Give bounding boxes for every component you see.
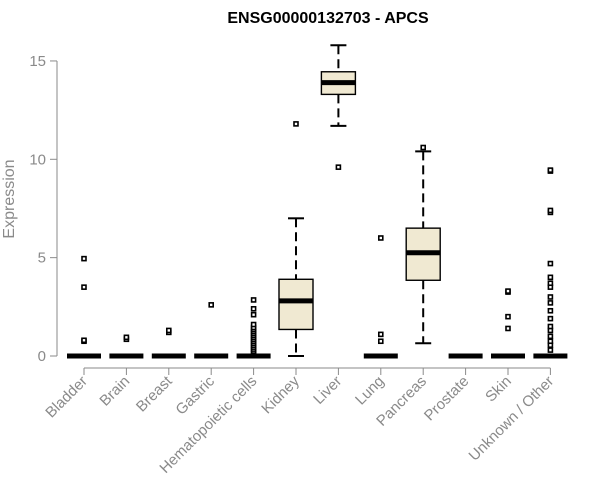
- outlier-point: [377, 235, 384, 241]
- outlier-point: [547, 280, 554, 287]
- y-tick-label-10: 10: [29, 151, 46, 168]
- outlier-point: [505, 288, 511, 294]
- outlier-point: [293, 121, 299, 127]
- y-axis: 0 5 10 15: [29, 53, 58, 365]
- outlier-point: [81, 337, 87, 344]
- box-bladder: [67, 255, 101, 359]
- x-tick-label: Liver: [310, 373, 345, 408]
- y-tick-label-0: 0: [38, 348, 46, 365]
- x-tick-label: Breast: [133, 372, 176, 415]
- outlier-point: [250, 321, 257, 328]
- x-tick-label: Skin: [482, 373, 515, 406]
- outlier-point: [505, 325, 511, 332]
- box-pancreas: [405, 144, 441, 345]
- outlier-point: [420, 144, 427, 151]
- outlier-point: [547, 294, 554, 300]
- outlier-point: [250, 311, 257, 318]
- box-brain: [109, 334, 144, 359]
- chart-title: ENSG00000132703 - APCS: [227, 10, 429, 27]
- outlier-point: [166, 327, 172, 334]
- outlier-point: [547, 347, 554, 353]
- y-tick-label-5: 5: [38, 250, 46, 267]
- outlier-point: [123, 334, 130, 341]
- outlier-point: [377, 338, 384, 345]
- box-body: [278, 278, 314, 331]
- boxes-group: [67, 44, 568, 359]
- y-tick-label-15: 15: [29, 53, 46, 70]
- outlier-point: [547, 207, 554, 214]
- outlier-point: [547, 167, 554, 173]
- box-kidney: [278, 121, 314, 357]
- box-breast: [151, 327, 186, 359]
- outlier-point: [547, 274, 554, 281]
- outlier-point: [208, 302, 214, 308]
- y-axis-label: Expression: [1, 159, 18, 238]
- outlier-point: [547, 323, 554, 330]
- outlier-point: [377, 331, 384, 338]
- outlier-point: [547, 300, 554, 306]
- outlier-point: [81, 284, 87, 290]
- box-liver: [320, 44, 357, 170]
- outlier-point: [250, 297, 257, 303]
- x-tick-label: Prostate: [421, 373, 473, 425]
- outlier-point: [335, 164, 342, 170]
- x-tick-label: Brain: [96, 373, 133, 410]
- box-skin: [491, 288, 525, 359]
- outlier-point: [250, 305, 257, 312]
- box-unknown-other: [533, 167, 568, 359]
- x-tick-label: Bladder: [42, 373, 91, 422]
- box-hematopoietic-cells: [236, 297, 271, 359]
- outlier-point: [547, 315, 554, 322]
- box-lung: [363, 235, 398, 359]
- x-tick-label: Lung: [352, 373, 388, 409]
- x-tick-label: Kidney: [258, 372, 303, 417]
- outlier-point: [81, 255, 87, 262]
- outlier-point: [547, 338, 554, 345]
- outlier-point: [505, 313, 511, 320]
- outlier-point: [547, 260, 554, 267]
- outlier-point: [547, 307, 554, 314]
- box-gastric: [194, 302, 229, 359]
- outlier-point: [547, 333, 554, 340]
